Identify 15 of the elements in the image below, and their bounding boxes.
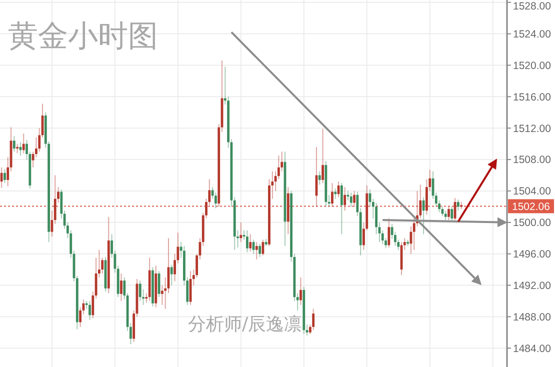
y-tick-label: 1512.00 bbox=[513, 122, 552, 135]
y-tick-label: 1508.00 bbox=[513, 154, 552, 166]
y-tick-label: 1524.00 bbox=[513, 28, 552, 40]
y-tick-label: 1496.00 bbox=[513, 248, 552, 261]
text: 黄金小时图 bbox=[8, 19, 158, 54]
annotation: 分析师/辰逸凛 bbox=[188, 314, 302, 335]
y-tick-label: 1520.00 bbox=[513, 60, 552, 72]
y-tick-label: 1516.00 bbox=[513, 91, 552, 104]
y-tick-label: 1492.00 bbox=[513, 280, 552, 292]
y-tick-label: 1488.00 bbox=[513, 311, 552, 324]
y-tick-label: 1500.00 bbox=[513, 217, 552, 230]
y-tick-label: 1484.00 bbox=[513, 342, 552, 355]
ref-line-label: 1502.06 bbox=[512, 200, 550, 213]
y-tick-label: 1504.00 bbox=[513, 186, 552, 198]
y-tick-label: 1528.00 bbox=[513, 0, 552, 13]
